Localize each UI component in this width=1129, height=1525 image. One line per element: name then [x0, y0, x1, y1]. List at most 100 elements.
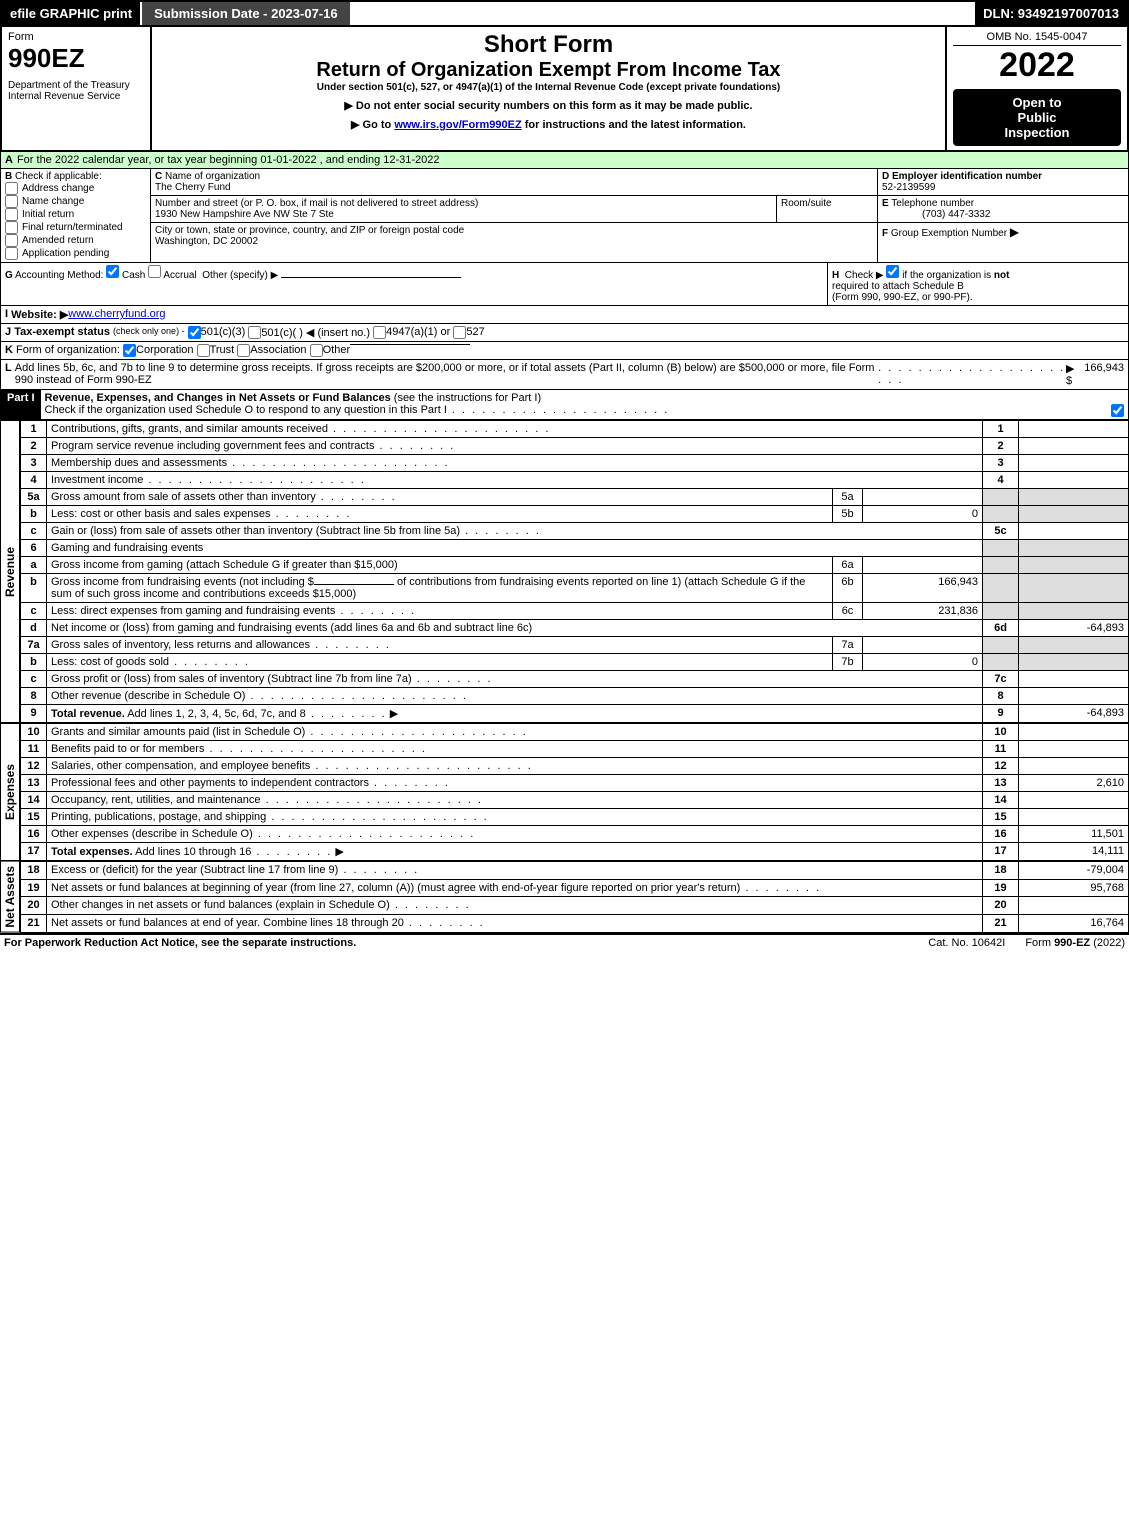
line-17: 17Total expenses. Add lines 10 through 1…	[21, 843, 1129, 861]
line-18: 18Excess or (deficit) for the year (Subt…	[21, 862, 1129, 880]
netassets-vlabel: Net Assets	[0, 861, 20, 933]
chk-527[interactable]	[453, 326, 466, 339]
k-o2: Trust	[210, 344, 235, 356]
line-a: AFor the 2022 calendar year, or tax year…	[0, 152, 1129, 169]
subtitle: Under section 501(c), 527, or 4947(a)(1)…	[158, 82, 939, 93]
line-5b: bLess: cost or other basis and sales exp…	[21, 506, 1129, 523]
line-6c: cLess: direct expenses from gaming and f…	[21, 603, 1129, 620]
chk-cash[interactable]	[106, 265, 119, 278]
chk-other-org[interactable]	[310, 344, 323, 357]
open2: Public	[957, 110, 1117, 125]
bcdef-grid: B Check if applicable: Address change Na…	[0, 169, 1129, 263]
line-j: J Tax-exempt status (check only one) - 5…	[0, 324, 1129, 342]
part1-sub: (see the instructions for Part I)	[394, 392, 541, 404]
b-label: Check if applicable:	[15, 171, 102, 182]
dln-label: DLN: 93492197007013	[975, 2, 1127, 25]
line-19: 19Net assets or fund balances at beginni…	[21, 879, 1129, 897]
efile-label[interactable]: efile GRAPHIC print	[2, 2, 140, 25]
line-9: 9Total revenue. Add lines 1, 2, 3, 4, 5c…	[21, 705, 1129, 723]
chk-final-return[interactable]: Final return/terminated	[5, 221, 146, 234]
website-link[interactable]: www.cherryfund.org	[68, 308, 165, 320]
chk-501c3[interactable]	[188, 326, 201, 339]
line-12: 12Salaries, other compensation, and empl…	[21, 758, 1129, 775]
g-other: Other (specify) ▶	[202, 270, 278, 281]
line-13: 13Professional fees and other payments t…	[21, 775, 1129, 792]
footer-catno: Cat. No. 10642I	[908, 937, 1025, 949]
chk-name-change[interactable]: Name change	[5, 195, 146, 208]
revenue-table: 1Contributions, gifts, grants, and simil…	[20, 420, 1129, 723]
chk-schedule-o[interactable]	[1111, 404, 1124, 417]
line-6a: aGross income from gaming (attach Schedu…	[21, 557, 1129, 574]
chk-application-pending[interactable]: Application pending	[5, 247, 146, 260]
g-accrual: Accrual	[163, 270, 196, 281]
j-sub: (check only one) -	[113, 326, 185, 336]
l-text: Add lines 5b, 6c, and 7b to line 9 to de…	[15, 362, 878, 386]
chk-address-change[interactable]: Address change	[5, 182, 146, 195]
l-value: 166,943	[1084, 362, 1124, 374]
short-form-title: Short Form	[158, 31, 939, 59]
expenses-section: Expenses 10Grants and similar amounts pa…	[0, 723, 1129, 861]
chk-association[interactable]	[237, 344, 250, 357]
chk-accrual[interactable]	[148, 265, 161, 278]
c-name-label: Name of organization	[165, 171, 260, 182]
i-label: Website: ▶	[11, 308, 68, 321]
open3: Inspection	[957, 125, 1117, 140]
org-name: The Cherry Fund	[155, 182, 231, 193]
k-o3: Association	[250, 344, 306, 356]
return-title: Return of Organization Exempt From Incom…	[158, 59, 939, 82]
line-1: 1Contributions, gifts, grants, and simil…	[21, 421, 1129, 438]
d-label: Employer identification number	[892, 171, 1042, 182]
h-check: Check ▶	[845, 270, 884, 281]
form-label: Form	[8, 31, 144, 43]
g-cash: Cash	[122, 270, 145, 281]
line-16: 16Other expenses (describe in Schedule O…	[21, 826, 1129, 843]
line-7a: 7aGross sales of inventory, less returns…	[21, 637, 1129, 654]
line-k: K Form of organization: Corporation Trus…	[0, 342, 1129, 360]
footer-left: For Paperwork Reduction Act Notice, see …	[4, 937, 908, 949]
chk-501c[interactable]	[248, 326, 261, 339]
dept-treasury: Department of the Treasury	[8, 80, 144, 91]
netassets-table: 18Excess or (deficit) for the year (Subt…	[20, 861, 1129, 933]
k-label: Form of organization:	[16, 344, 120, 356]
line-2: 2Program service revenue including gover…	[21, 438, 1129, 455]
f-arrow: ▶	[1010, 225, 1019, 239]
line-15: 15Printing, publications, postage, and s…	[21, 809, 1129, 826]
chk-schedule-b[interactable]	[886, 265, 899, 278]
e-label: Telephone number	[891, 198, 974, 209]
chk-amended-return[interactable]: Amended return	[5, 234, 146, 247]
chk-trust[interactable]	[197, 344, 210, 357]
chk-4947[interactable]	[373, 326, 386, 339]
top-bar: efile GRAPHIC print Submission Date - 20…	[0, 0, 1129, 27]
expenses-table: 10Grants and similar amounts paid (list …	[20, 723, 1129, 861]
line-5a: 5aGross amount from sale of assets other…	[21, 489, 1129, 506]
dept-irs: Internal Revenue Service	[8, 91, 144, 102]
line-7b: bLess: cost of goods sold7b0	[21, 654, 1129, 671]
line-20: 20Other changes in net assets or fund ba…	[21, 897, 1129, 915]
line-l: L Add lines 5b, 6c, and 7b to line 9 to …	[0, 360, 1129, 390]
line-a-text: For the 2022 calendar year, or tax year …	[17, 154, 440, 166]
city-label: City or town, state or province, country…	[155, 225, 464, 236]
line-8: 8Other revenue (describe in Schedule O)8	[21, 688, 1129, 705]
chk-initial-return[interactable]: Initial return	[5, 208, 146, 221]
line-i: I Website: ▶www.cherryfund.org	[0, 306, 1129, 324]
h-not: not	[994, 270, 1010, 281]
instruction-1: ▶ Do not enter social security numbers o…	[158, 99, 939, 112]
open-to-public: Open to Public Inspection	[953, 89, 1121, 146]
irs-link[interactable]: www.irs.gov/Form990EZ	[394, 119, 521, 131]
h-t4: (Form 990, 990-EZ, or 990-PF).	[832, 292, 973, 303]
j-label: Tax-exempt status	[14, 326, 110, 338]
j-o2: 501(c)( ) ◀ (insert no.)	[261, 326, 370, 339]
inst2-pre: ▶ Go to	[351, 119, 394, 131]
form-number: 990EZ	[8, 43, 144, 74]
line-4: 4Investment income4	[21, 472, 1129, 489]
line-3: 3Membership dues and assessments3	[21, 455, 1129, 472]
g-label: Accounting Method:	[15, 270, 103, 281]
chk-corporation[interactable]	[123, 344, 136, 357]
org-city: Washington, DC 20002	[155, 236, 258, 247]
room-label: Room/suite	[781, 198, 832, 209]
part1-label: Part I	[1, 390, 41, 419]
part1-header: Part I Revenue, Expenses, and Changes in…	[0, 390, 1129, 420]
netassets-section: Net Assets 18Excess or (deficit) for the…	[0, 861, 1129, 933]
line-21: 21Net assets or fund balances at end of …	[21, 914, 1129, 932]
k-o1: Corporation	[136, 344, 193, 356]
